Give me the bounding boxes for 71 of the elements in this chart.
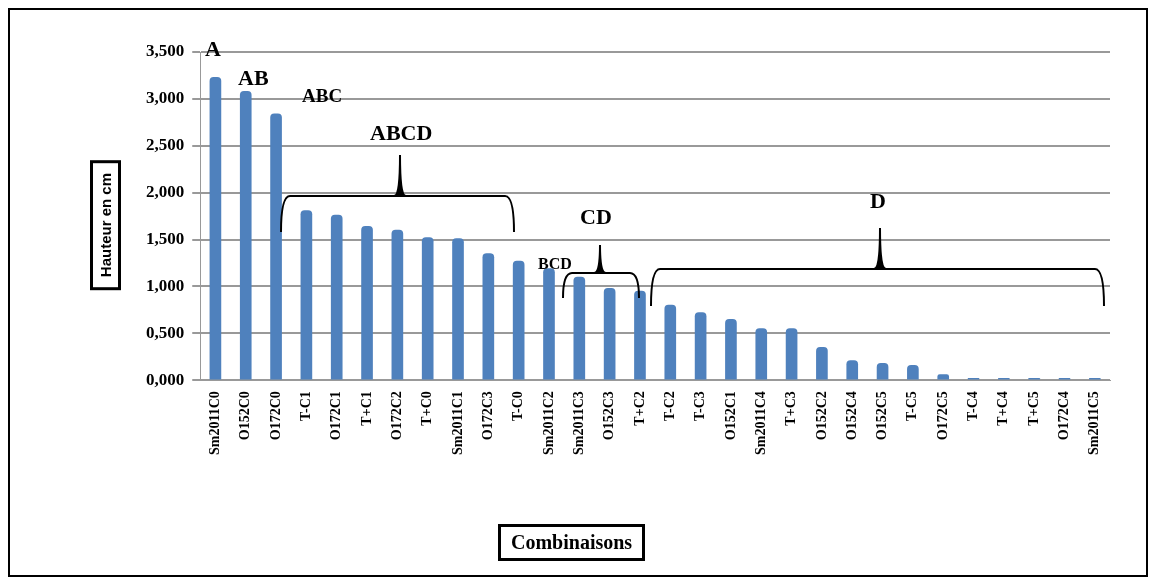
y-tick-label: 1,500 xyxy=(146,228,185,248)
x-tick-label: Sm2011C2 xyxy=(540,391,556,456)
y-tick-label: 2,500 xyxy=(146,135,185,155)
bar xyxy=(421,237,434,380)
bar xyxy=(725,318,737,380)
x-tick-label: O172C2 xyxy=(388,391,404,441)
bar xyxy=(603,287,616,380)
x-tick-label: T+C1 xyxy=(358,391,374,426)
x-tick-label: T-C1 xyxy=(298,391,313,422)
bar xyxy=(816,347,828,380)
bar xyxy=(694,312,707,380)
annotation: BCD xyxy=(538,255,572,272)
x-tick-label: T-C4 xyxy=(965,391,981,422)
x-tick-label: O152C3 xyxy=(601,391,617,441)
bar xyxy=(846,360,859,380)
x-tick-label: T+C5 xyxy=(1025,391,1041,426)
x-tick-label: Sm2011C0 xyxy=(207,391,223,456)
x-tick-label: O152C2 xyxy=(813,391,829,441)
bar xyxy=(361,226,373,380)
x-tick-label: T+C2 xyxy=(631,391,647,426)
annotation: ABC xyxy=(302,85,343,106)
bar xyxy=(755,328,768,380)
x-tick-label: T+C0 xyxy=(419,391,435,426)
y-tick-label: 1,000 xyxy=(146,275,185,295)
bar xyxy=(209,76,222,380)
bar xyxy=(330,214,343,380)
x-tick-label: Sm2011C4 xyxy=(752,391,768,456)
annotation: CD xyxy=(580,204,612,229)
bar xyxy=(452,238,464,380)
bar xyxy=(300,210,313,380)
bar xyxy=(239,91,252,380)
y-tick-label: 2,000 xyxy=(146,182,185,202)
bar xyxy=(573,276,586,380)
y-tick-label: 3,500 xyxy=(146,41,185,61)
annotation: ABCD xyxy=(370,120,433,145)
bar xyxy=(876,363,889,380)
x-tick-label: O172C0 xyxy=(267,391,283,441)
x-tick-label: O172C5 xyxy=(934,391,950,441)
x-tick-label: T+C3 xyxy=(783,391,799,426)
x-tick-label: T+C4 xyxy=(995,391,1011,426)
x-tick-label: O172C4 xyxy=(1056,391,1072,441)
bar xyxy=(270,113,282,380)
x-tick-label: O152C4 xyxy=(843,391,859,441)
x-tick-label: Sm2011C1 xyxy=(449,391,465,456)
bar xyxy=(785,328,798,380)
y-tick-label: 0,000 xyxy=(146,369,185,389)
bar xyxy=(512,260,525,380)
x-tick-label: Sm2011C5 xyxy=(1086,391,1102,456)
bar xyxy=(391,229,404,380)
annotation: D xyxy=(870,188,886,213)
x-tick-label: O152C0 xyxy=(237,391,253,441)
bar xyxy=(634,290,646,380)
y-tick-label: 3,000 xyxy=(146,88,185,108)
bar xyxy=(907,364,919,380)
annotation: AB xyxy=(238,65,269,90)
bar xyxy=(664,304,677,380)
x-tick-label: T-C5 xyxy=(904,391,920,422)
x-tick-label: T-C3 xyxy=(692,391,708,422)
x-tick-label: O172C1 xyxy=(328,391,344,441)
annotation: A xyxy=(205,36,221,61)
x-tick-label: O152C1 xyxy=(722,391,738,441)
y-tick-label: 0,500 xyxy=(146,322,185,342)
x-tick-label: T-C0 xyxy=(510,391,526,422)
x-tick-label: Sm2011C3 xyxy=(570,391,586,456)
bar xyxy=(543,268,555,380)
x-tick-label: O152C5 xyxy=(874,391,890,441)
x-axis-title: Combinaisons xyxy=(498,524,646,561)
x-tick-label: O172C3 xyxy=(479,391,495,441)
x-tick-label: T-C2 xyxy=(661,391,677,422)
bar xyxy=(482,253,495,380)
y-axis-title: Hauteur en cm xyxy=(90,160,121,291)
